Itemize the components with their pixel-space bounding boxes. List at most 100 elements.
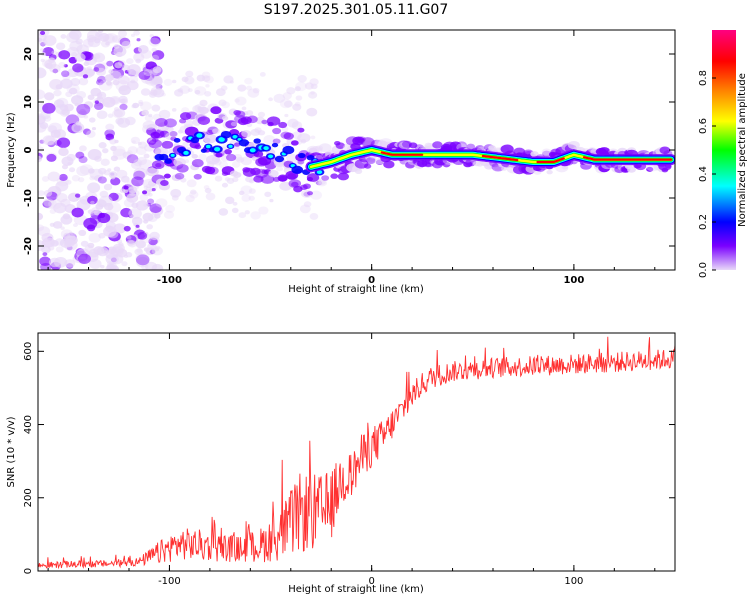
signal-halo [278, 175, 287, 182]
signal-halo [278, 121, 288, 129]
noise-blob [55, 42, 66, 50]
noise-blob [131, 140, 136, 144]
noise-blob [126, 235, 132, 240]
snr-line [38, 336, 675, 570]
noise-blob [232, 201, 238, 206]
noise-blob [152, 66, 162, 74]
noise-blob [133, 159, 143, 167]
noise-blob [218, 99, 227, 107]
noise-blob [38, 67, 47, 79]
noise-blob [258, 206, 269, 215]
colorbar-bar [712, 30, 736, 270]
signal-maximum [582, 156, 673, 161]
signal-halo [306, 145, 320, 155]
spectrogram-ytick-label: -20 [23, 237, 34, 255]
noise-blob [155, 198, 168, 208]
noise-blob [111, 35, 122, 43]
noise-blob [118, 95, 128, 104]
noise-blob [105, 80, 112, 86]
noise-blob [91, 127, 97, 131]
signal-core [271, 142, 279, 148]
snr-ytick-label: 600 [23, 342, 34, 361]
noise-blob [56, 137, 71, 149]
signal-halo [210, 106, 222, 115]
noise-blob [235, 96, 247, 106]
snr-ylabel: SNR (10 * v/v) [6, 416, 17, 487]
noise-blob [163, 78, 173, 86]
noise-blob [259, 72, 266, 77]
signal-core [291, 165, 304, 174]
noise-blob [205, 84, 210, 88]
noise-blob [110, 155, 118, 162]
noise-blob [257, 111, 266, 118]
noise-blob [86, 66, 92, 71]
signal-halo [164, 118, 177, 128]
signal-halo [646, 166, 654, 172]
noise-blob [250, 211, 261, 220]
noise-blob [64, 103, 74, 112]
signal-halo [250, 167, 261, 176]
noise-blob [68, 30, 82, 40]
noise-blob [252, 87, 260, 94]
noise-blob [65, 114, 80, 126]
signal-core [164, 158, 173, 164]
noise-blob [149, 231, 160, 241]
snr-xtick-label: -100 [158, 576, 181, 587]
noise-blob [98, 30, 104, 34]
signal-halo [155, 163, 162, 168]
signal-halo [330, 173, 339, 179]
snr-ytick-label: 0 [23, 568, 34, 574]
noise-blob [140, 88, 151, 96]
noise-blob [49, 222, 55, 227]
signal-halo [297, 127, 305, 133]
noise-blob [148, 68, 159, 76]
noise-blob [241, 106, 247, 111]
signal-halo [408, 142, 418, 149]
signal-halo [442, 161, 451, 168]
noise-blob [134, 248, 144, 256]
noise-blob [71, 122, 85, 134]
noise-blob [154, 247, 160, 252]
noise-blob [161, 125, 169, 132]
noise-blob [88, 117, 96, 123]
noise-blob [245, 85, 253, 91]
noise-blob [292, 103, 302, 111]
noise-blob [94, 175, 102, 182]
noise-blob [53, 89, 62, 97]
snr-frame [37, 332, 676, 572]
noise-blob [287, 118, 299, 128]
noise-blob [143, 247, 150, 252]
noise-blob [244, 77, 253, 85]
noise-blob [60, 109, 70, 117]
noise-blob [221, 182, 229, 188]
noise-blob [85, 68, 96, 77]
noise-blob [74, 53, 86, 62]
signal-peak [263, 146, 269, 151]
noise-blob [120, 175, 130, 183]
noise-blob [107, 113, 114, 118]
snr-xlabel: Height of straight line (km) [288, 584, 424, 595]
signal-halo [260, 174, 275, 184]
signal-halo [225, 120, 238, 129]
noise-blob [128, 186, 138, 194]
noise-blob [135, 224, 140, 228]
signal-halo [365, 157, 376, 165]
noise-blob [142, 190, 148, 195]
noise-blob [42, 252, 48, 257]
noise-blob [38, 212, 44, 221]
signal-halo [241, 130, 252, 138]
signal-halo [466, 143, 476, 150]
signal-halo [204, 166, 216, 175]
signal-halo [335, 142, 346, 149]
signal-halo [202, 133, 217, 144]
noise-blob [78, 77, 89, 86]
noise-blob [87, 209, 93, 214]
signal-maximum [380, 151, 424, 156]
noise-blob [38, 115, 46, 125]
signal-halo [432, 141, 443, 149]
signal-peak [196, 133, 203, 138]
signal-halo [257, 130, 266, 136]
signal-peak [205, 144, 211, 149]
noise-blob [48, 257, 61, 268]
noise-blob [181, 76, 189, 83]
